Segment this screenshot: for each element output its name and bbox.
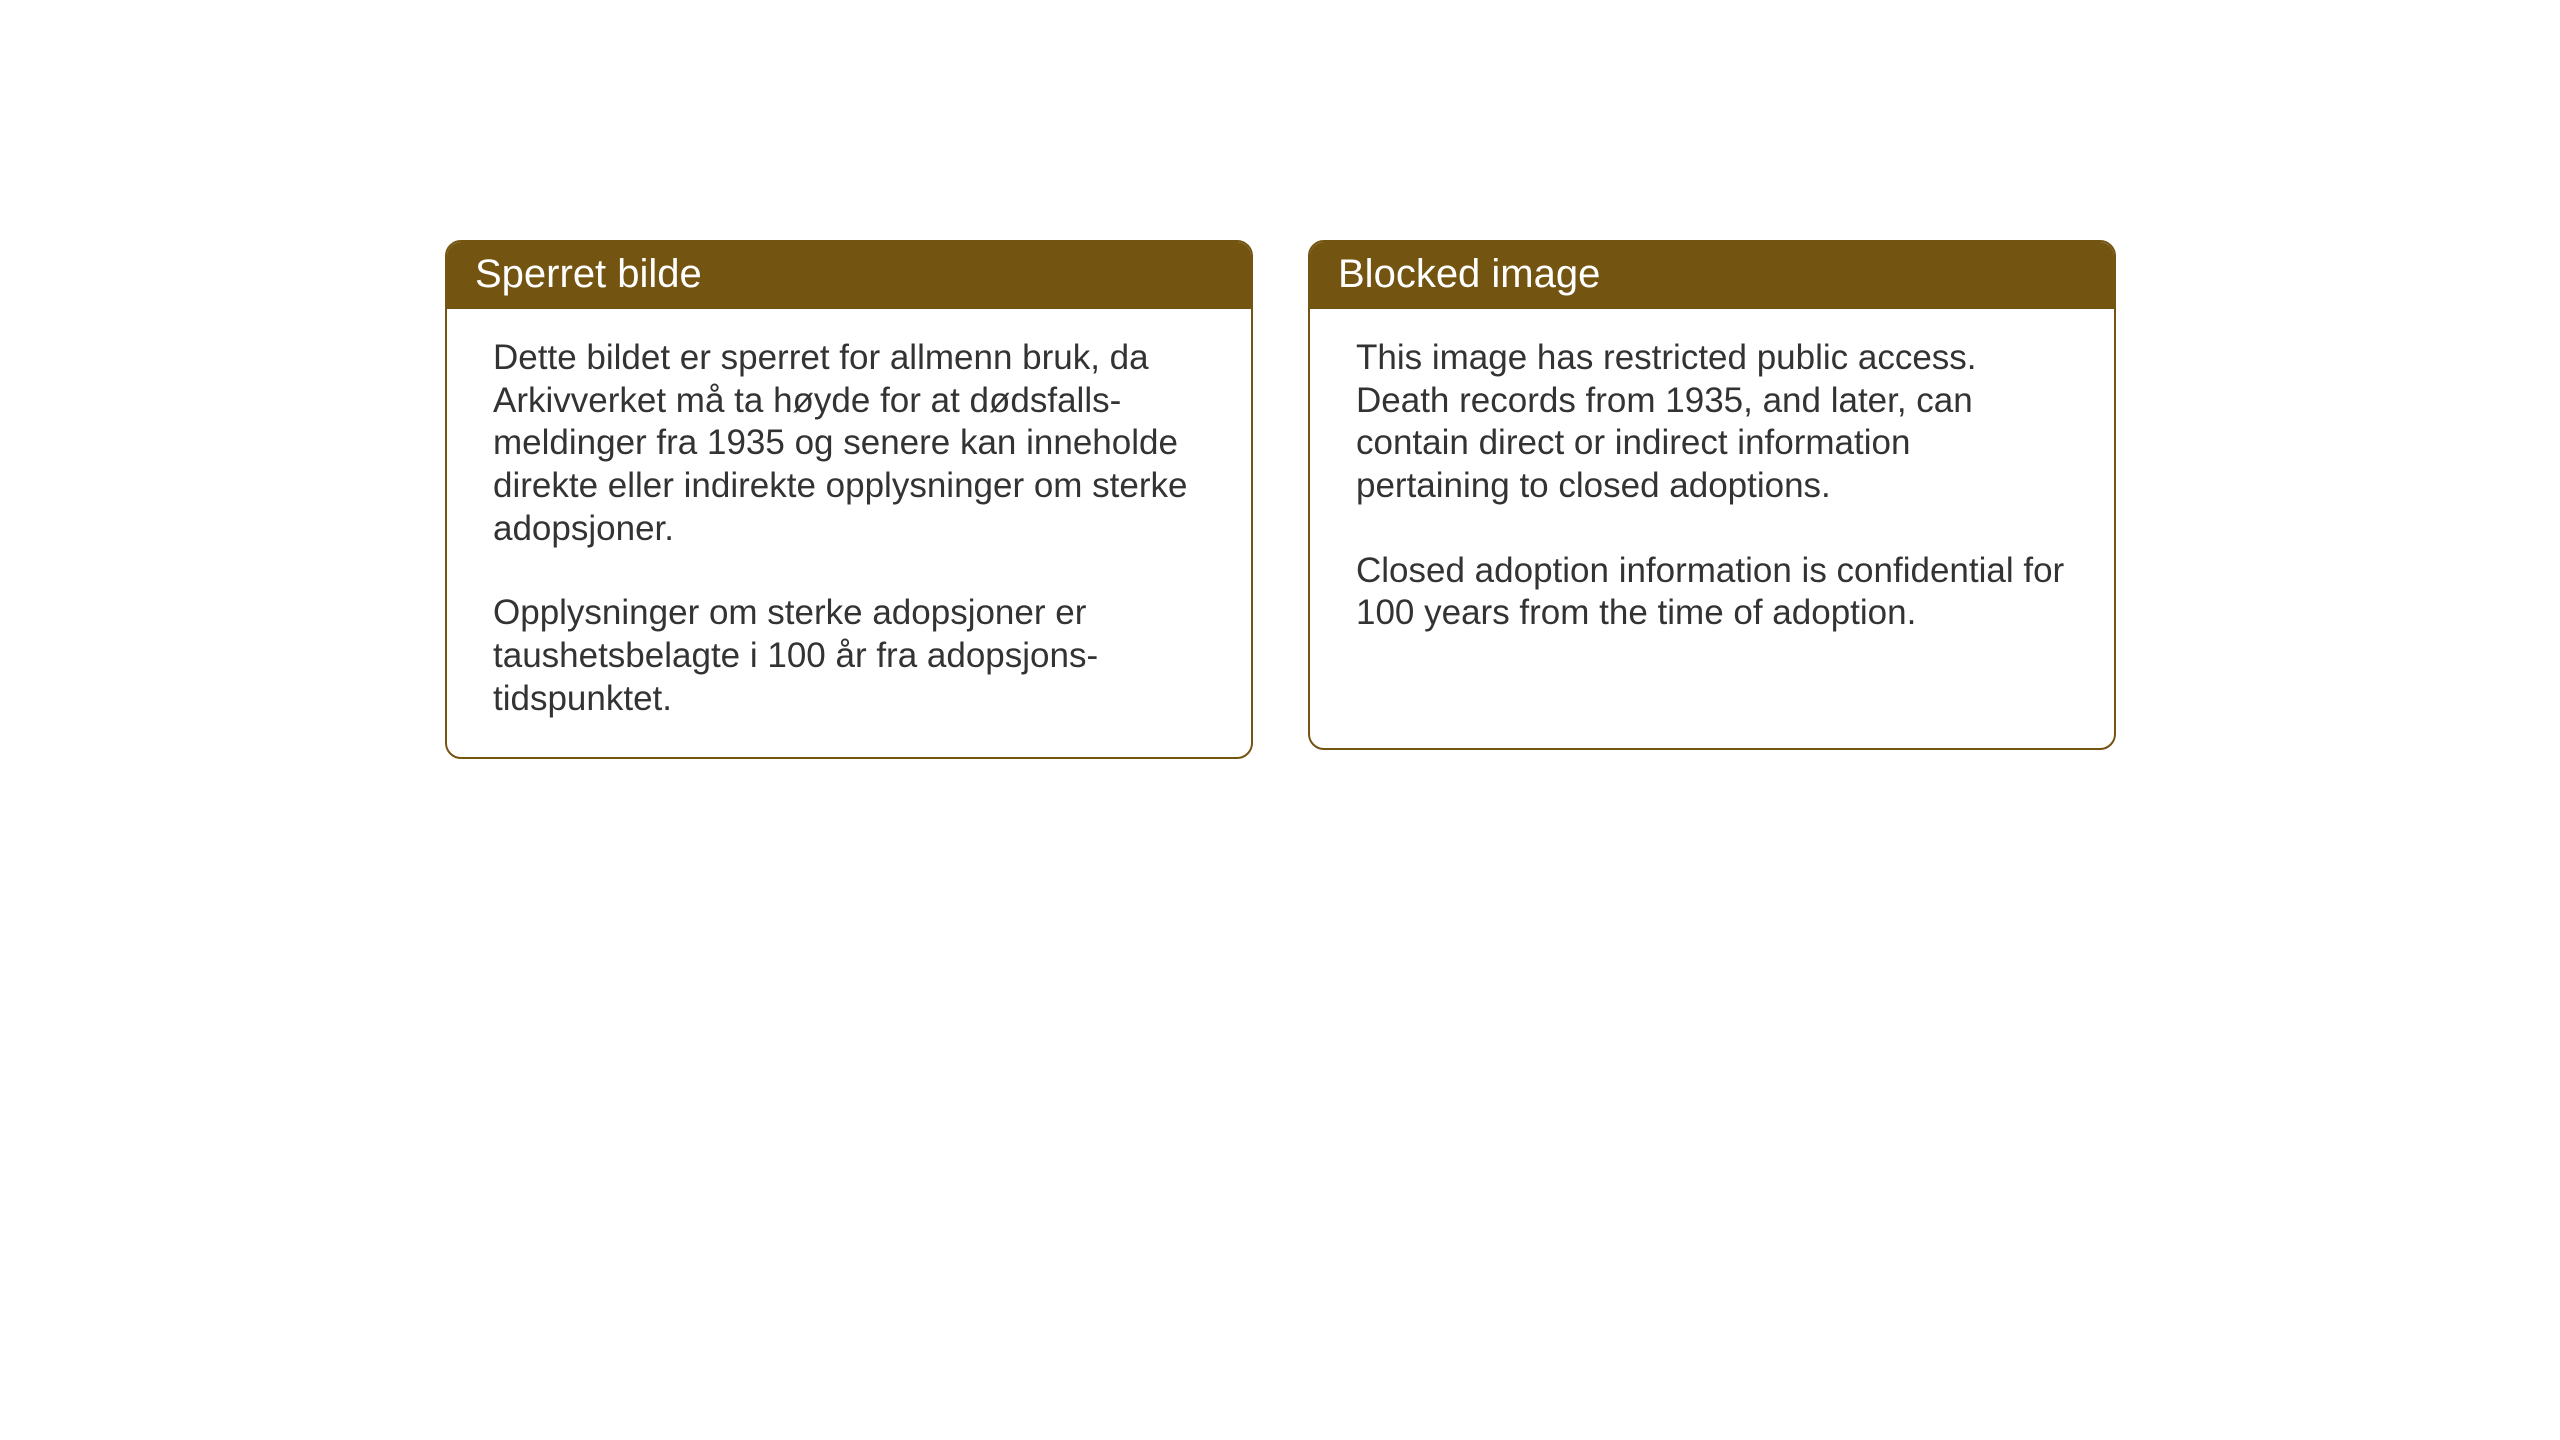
card-title-english: Blocked image — [1338, 252, 1600, 296]
card-header-english: Blocked image — [1310, 242, 2114, 309]
card-paragraph-1-english: This image has restricted public access.… — [1356, 337, 2068, 508]
blocked-image-card-english: Blocked image This image has restricted … — [1308, 240, 2116, 750]
card-paragraph-1-norwegian: Dette bildet er sperret for allmenn bruk… — [493, 337, 1205, 550]
blocked-image-card-norwegian: Sperret bilde Dette bildet er sperret fo… — [445, 240, 1253, 759]
card-header-norwegian: Sperret bilde — [447, 242, 1251, 309]
card-paragraph-2-english: Closed adoption information is confident… — [1356, 550, 2068, 635]
card-body-english: This image has restricted public access.… — [1310, 309, 2114, 671]
card-paragraph-2-norwegian: Opplysninger om sterke adopsjoner er tau… — [493, 592, 1205, 720]
card-title-norwegian: Sperret bilde — [475, 252, 702, 296]
card-body-norwegian: Dette bildet er sperret for allmenn bruk… — [447, 309, 1251, 757]
message-container: Sperret bilde Dette bildet er sperret fo… — [445, 240, 2116, 759]
